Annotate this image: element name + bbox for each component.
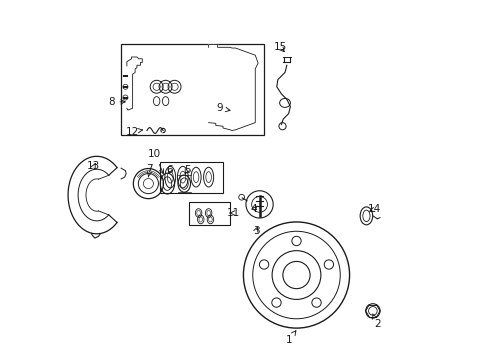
Text: 15: 15 [273,42,286,52]
Text: 4: 4 [250,204,257,215]
Polygon shape [126,57,142,110]
Text: 12: 12 [126,127,142,136]
Text: 9: 9 [216,103,229,113]
Text: 13: 13 [87,161,101,171]
Text: 5: 5 [183,165,190,175]
Text: 10: 10 [148,149,163,174]
Text: 2: 2 [372,314,380,329]
Bar [121,44,264,135]
Text: 8: 8 [107,97,125,107]
Text: 7: 7 [146,164,153,177]
Text: 14: 14 [367,204,380,215]
Text: 6: 6 [166,165,173,175]
Text: 1: 1 [285,331,295,345]
Bar [160,162,223,193]
Polygon shape [208,44,258,131]
Text: 3: 3 [252,226,259,236]
Bar [188,202,230,225]
Text: 11: 11 [226,208,239,218]
